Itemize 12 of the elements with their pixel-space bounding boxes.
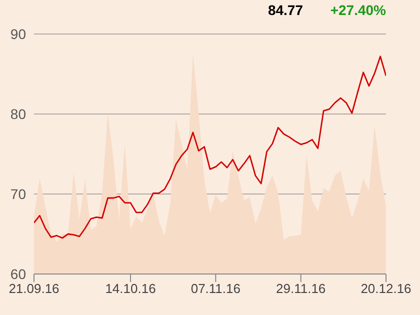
- x-tick-label: 14.10.16: [105, 281, 156, 296]
- x-tick-label: 20.12.16: [360, 281, 412, 296]
- y-tick-label: 90: [10, 26, 26, 42]
- line-series: [34, 56, 386, 239]
- x-tick-label: 29.11.16: [276, 281, 326, 296]
- text: +27.40%: [329, 2, 386, 18]
- y-tick-label: 60: [10, 266, 26, 282]
- x-tick-label: 07.11.16: [190, 281, 240, 296]
- x-tick-label: 21.09.16: [8, 281, 60, 296]
- y-tick-label: 80: [10, 106, 26, 122]
- y-tick-label: 70: [10, 186, 26, 202]
- text: 84.77: [266, 2, 303, 18]
